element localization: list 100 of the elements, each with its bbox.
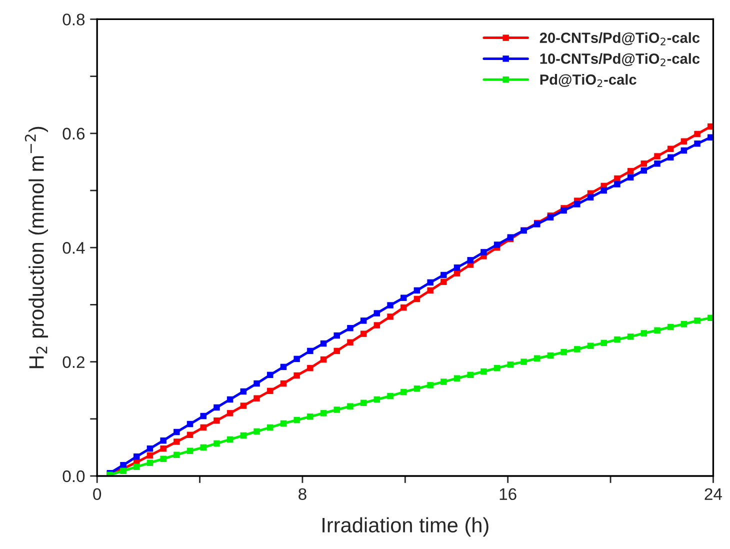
point [627,174,634,180]
point [387,314,394,320]
point [334,348,340,354]
y-tick-label: 0.0 [62,470,85,482]
point [640,330,648,336]
point [574,201,580,208]
point [507,362,514,368]
point [266,388,274,394]
point [387,392,394,400]
point [294,372,300,379]
point [307,348,314,354]
point [240,388,247,395]
point [467,372,474,378]
point [120,468,126,474]
point [214,404,220,411]
point [400,294,407,301]
point [347,339,354,346]
point [174,452,180,458]
point [440,272,447,278]
point [387,302,394,308]
point [214,440,220,447]
point [374,322,380,328]
point [200,424,206,431]
point [226,436,234,443]
point [560,348,567,356]
point [360,330,367,337]
point [146,445,154,452]
legend-label: Pd@TiO$_{2}$-calc [540,74,636,87]
point [600,340,607,346]
point [134,453,140,460]
point [654,153,660,160]
point [454,264,460,271]
point [400,388,407,396]
point [186,448,194,454]
point [320,410,327,416]
point [534,355,540,362]
point [307,413,314,420]
point [454,270,460,276]
point [200,444,206,451]
point [667,154,674,161]
y-tick-label: 0.6 [62,128,85,140]
point [640,160,648,167]
point [467,257,474,264]
x-tick-label: 24 [704,488,722,500]
point [254,395,260,402]
point [266,424,274,431]
point [614,175,620,182]
point [414,287,420,294]
point [654,327,660,334]
point [680,147,688,154]
point [547,352,554,359]
point [414,386,420,392]
point [334,332,340,339]
point [226,396,234,403]
point [574,346,580,352]
point [226,410,234,416]
point [427,382,434,388]
point [614,336,620,343]
point [254,428,260,435]
point [320,356,327,363]
point [374,310,380,316]
point [680,138,688,145]
point [427,287,434,294]
point [134,464,140,470]
x-tick-label: 16 [500,488,516,500]
point [440,378,447,385]
point [186,432,194,438]
point [280,420,287,427]
point [200,412,206,420]
point [654,160,660,167]
x-tick-label: 0 [93,488,102,500]
point [560,207,567,214]
point [480,249,487,256]
point [160,437,166,444]
point [640,167,648,174]
point [160,445,166,452]
point [587,194,594,200]
point [694,130,700,138]
y-tick-label: 0.4 [62,242,85,254]
point [494,364,500,372]
point [307,364,314,372]
x-tick-label: 8 [298,488,306,500]
point [427,279,434,286]
point [400,304,407,311]
point [480,368,487,375]
point [347,403,354,410]
point [627,168,634,174]
point [160,456,166,462]
point [146,452,154,459]
x-axis-title: Irradiation time (h) [322,517,488,537]
point [600,187,607,194]
point [694,318,700,324]
point [414,296,420,302]
point [254,380,260,387]
y-axis-title: H$_{2}$ production (mmol m$^{−2}$) [24,126,48,368]
point [186,420,194,428]
point [694,140,700,147]
point [374,396,380,403]
point [667,324,674,330]
point [520,358,527,365]
